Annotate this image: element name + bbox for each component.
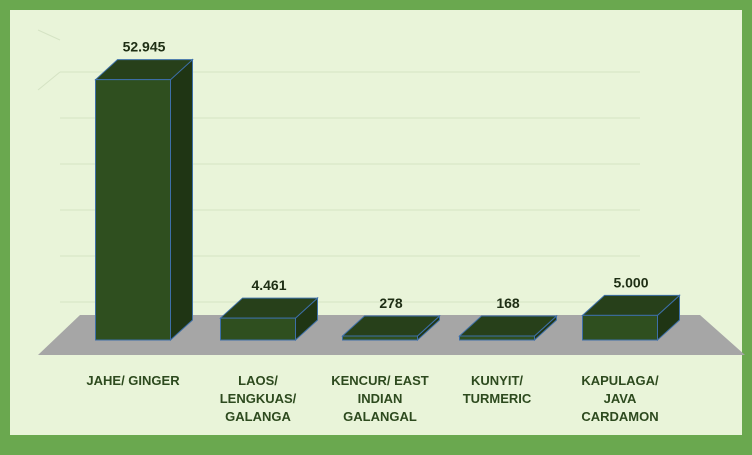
bar (219, 296, 319, 342)
data-label: 52.945 (123, 39, 166, 55)
x-tick-label: KENCUR/ EAST INDIAN GALANGAL (331, 373, 429, 424)
x-tick-label: LAOS/ LENGKUAS/ GALANGA (219, 373, 297, 424)
bar-side (170, 58, 193, 342)
bar-front (220, 317, 296, 341)
x-tick-label: JAHE/ GINGER (86, 373, 180, 388)
bar (341, 314, 441, 342)
x-tick-label: KUNYIT/ TURMERIC (462, 373, 532, 406)
data-label: 4.461 (251, 277, 286, 293)
x-tick-label: KAPULAGA/ JAVA CARDAMON (581, 373, 659, 424)
bar-front (342, 335, 418, 341)
data-label: 168 (496, 295, 520, 311)
bar (94, 58, 194, 342)
bar-front (95, 79, 171, 341)
bar (581, 294, 681, 342)
data-label: 5.000 (613, 274, 648, 290)
bar (458, 314, 558, 342)
data-label: 278 (379, 295, 403, 311)
bar-front (459, 335, 535, 341)
bar-front (582, 314, 658, 341)
